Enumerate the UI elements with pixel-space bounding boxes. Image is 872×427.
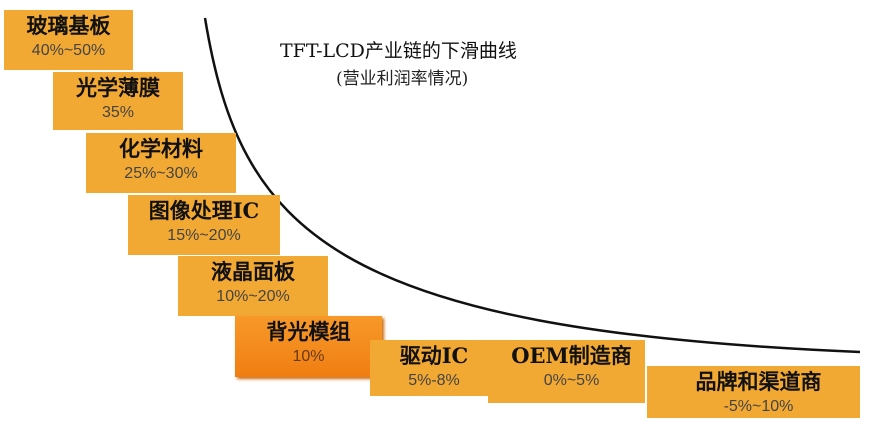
subtitle: (营业利润率情况) xyxy=(336,69,469,89)
node-margin: 15%~20% xyxy=(167,227,241,244)
node-label: 液晶面板 xyxy=(211,259,295,284)
chain-node: 背光模组 10% xyxy=(235,316,382,377)
node-label: OEM制造商 xyxy=(511,343,632,368)
decline-curve xyxy=(203,17,861,354)
node-margin: 25%~30% xyxy=(124,165,198,182)
chain-node: 化学材料 25%~30% xyxy=(86,133,236,193)
chain-node: 光学薄膜 35% xyxy=(53,72,183,130)
node-margin: 35% xyxy=(101,104,135,121)
chain-node: 图像处理IC 15%~20% xyxy=(128,195,280,255)
chain-node: 驱动IC 5%-8% xyxy=(370,340,488,396)
chain-node: 液晶面板 10%~20% xyxy=(178,256,328,316)
node-margin: 0%~5% xyxy=(543,372,600,389)
node-label: 图像处理IC xyxy=(148,198,260,223)
title: TFT-LCD产业链的下滑曲线 xyxy=(280,40,517,62)
chain-node: OEM制造商 0%~5% xyxy=(488,340,645,403)
node-label: 品牌和渠道商 xyxy=(695,369,822,394)
node-label: 玻璃基板 xyxy=(26,13,111,38)
node-label: 化学材料 xyxy=(119,136,203,161)
node-margin: 10%~20% xyxy=(216,288,290,305)
chain-node: 玻璃基板 40%~50% xyxy=(4,10,133,70)
node-label: 背光模组 xyxy=(266,319,351,344)
node-margin: -5%~10% xyxy=(723,398,794,415)
node-margin: 5%-8% xyxy=(408,372,460,389)
node-label: 光学薄膜 xyxy=(76,75,160,100)
node-margin: 40%~50% xyxy=(31,42,106,59)
node-margin: 10% xyxy=(292,348,325,365)
chain-node: 品牌和渠道商 -5%~10% xyxy=(647,366,860,418)
node-label: 驱动IC xyxy=(399,343,469,368)
